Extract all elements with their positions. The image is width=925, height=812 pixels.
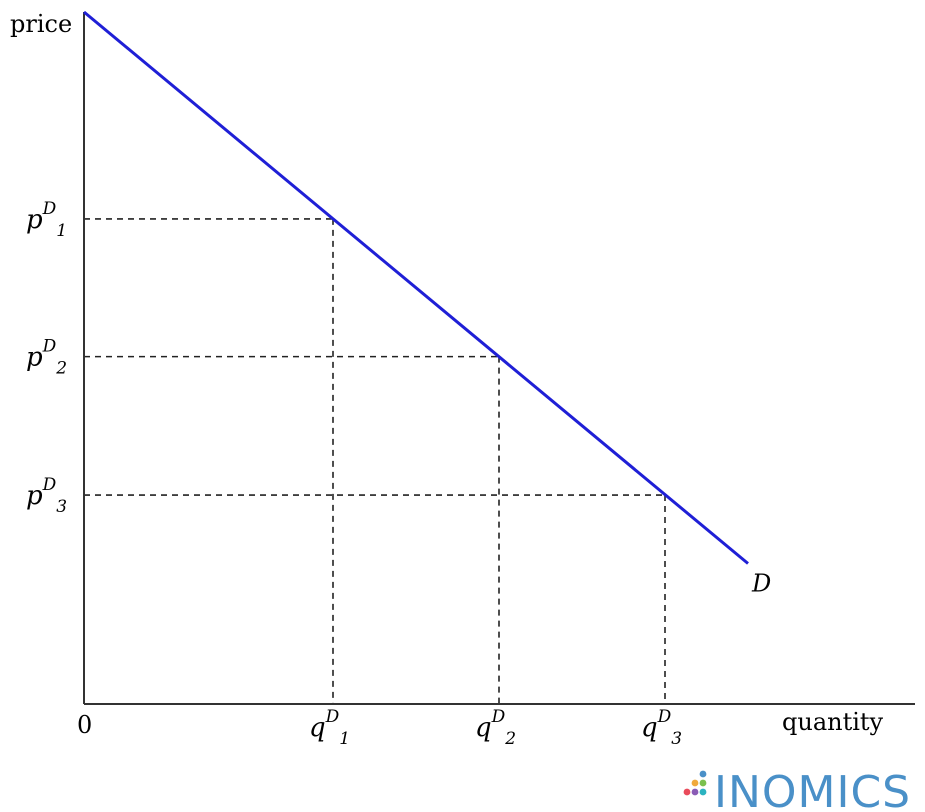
y-tick-label-2: pD2 [26,337,67,379]
x-tick-label-1: qD1 [309,707,350,749]
y-tick-label-1: pD1 [26,199,67,241]
demand-curve-label: D [751,570,771,598]
x-axis-label: quantity [782,708,884,736]
y-tick-label-3: pD3 [26,475,67,517]
reference-lines [84,218,666,704]
dots-triangle-icon [683,770,707,796]
x-tick-label-2: qD2 [475,707,516,749]
logo-dot [691,779,699,787]
x-tick-label-3: qD3 [641,707,682,749]
inomics-logo: INOMICS [683,767,911,812]
series-layer [83,10,749,565]
logo-dot [699,779,707,787]
logo-dot [691,788,699,796]
logo-dot [683,788,691,796]
demand-curve-line [83,10,749,565]
logo-text: INOMICS [714,767,911,812]
logo-dot [699,770,707,778]
y-axis-label: price [10,10,72,38]
logo-dot [699,788,707,796]
origin-label: 0 [77,711,92,739]
